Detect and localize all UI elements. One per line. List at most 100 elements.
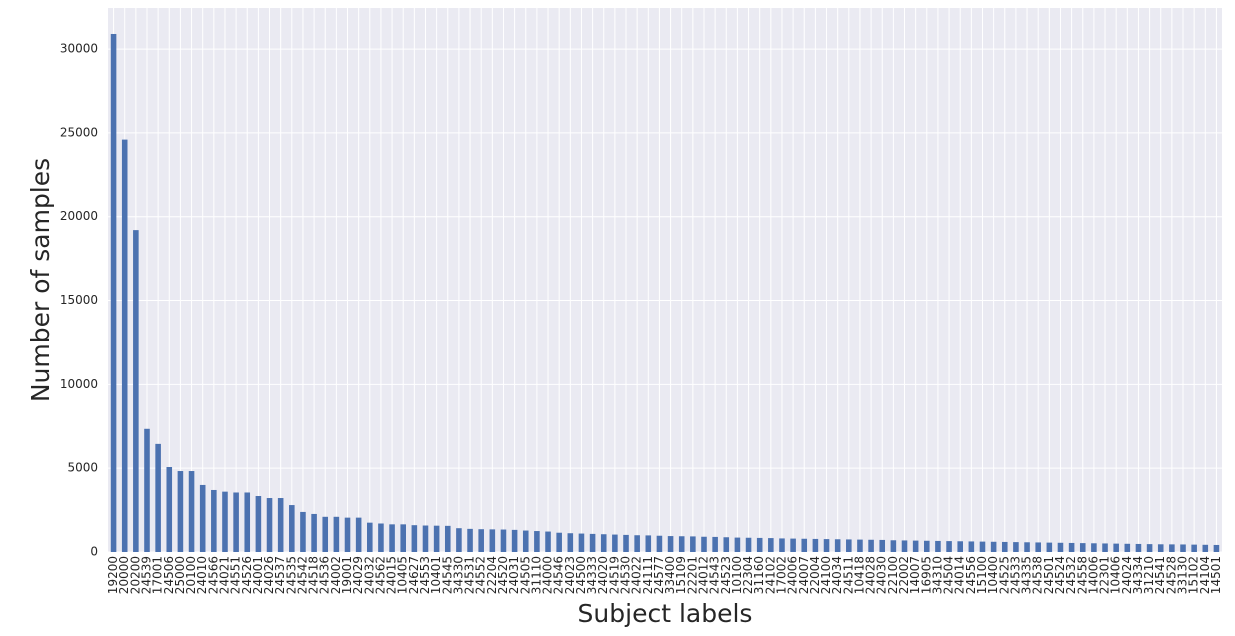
x-tick-label: 22002 [897,556,911,594]
bar [277,498,284,552]
x-tick-label: 24537 [273,556,287,594]
x-tick-label: 24525 [997,556,1011,594]
bar [344,517,351,552]
x-tick-label: 24102 [763,556,777,594]
bar [389,524,395,552]
x-tick-label: 24530 [619,556,633,594]
x-tick-label: 24022 [630,556,644,594]
x-tick-label: 24536 [318,556,332,594]
x-tick-label: 34334 [1131,556,1145,594]
x-tick-label: 24543 [708,556,722,594]
bar [467,528,473,552]
x-tick-label: 34333 [585,556,599,594]
x-tick-label: 24104 [1198,556,1212,594]
x-tick-label: 24524 [1053,556,1067,594]
x-tick-label: 24020 [596,556,610,594]
x-tick-label: 10401 [429,556,443,594]
bar [745,537,752,552]
y-tick-label: 20000 [60,209,98,223]
bar [1057,542,1064,552]
x-tick-label: 16905 [919,556,933,594]
bar [734,537,741,552]
bar [378,523,384,552]
x-tick-label: 24014 [953,556,967,594]
bar [857,539,863,552]
bar [957,541,963,552]
bar [411,525,418,552]
bar [233,492,239,552]
y-tick-label: 5000 [67,461,98,475]
bar [400,524,406,552]
bar [1001,541,1008,552]
bar [110,33,117,552]
x-tick-label: 24520 [496,556,510,594]
x-tick-label: 24006 [786,556,800,594]
x-tick-label: 24511 [841,556,855,594]
bar [1013,542,1019,552]
bar [244,492,251,552]
bar [645,535,652,552]
x-tick-label: 24002 [329,556,343,594]
x-tick-label: 24552 [474,556,488,594]
bar [1124,543,1131,552]
bar [266,498,273,552]
x-tick-label: 19001 [340,556,354,594]
x-tick-label: 24533 [1008,556,1022,594]
x-tick-label: 24551 [229,556,243,594]
x-tick-label: 10100 [730,556,744,594]
bar [1191,544,1197,552]
bar [1113,543,1119,552]
x-tick-label: 14501 [1209,556,1223,594]
x-tick-label: 20000 [117,556,131,594]
x-tick-label: 10400 [986,556,1000,594]
bar [868,539,874,552]
x-tick-label: 24010 [195,556,209,594]
x-tick-label: 19200 [106,556,120,594]
bar [879,539,886,552]
x-tick-label: 24031 [507,556,521,594]
bar [578,533,585,552]
x-tick-label: 24007 [797,556,811,594]
bar [567,533,574,552]
x-tick-label: 25000 [173,556,187,594]
x-tick-label: 24518 [307,556,321,594]
y-tick-label: 30000 [60,42,98,56]
x-tick-label: 24532 [1064,556,1078,594]
bar [935,540,941,552]
x-tick-label: 34330 [451,556,465,594]
bar [1046,542,1053,552]
bar [612,534,618,552]
x-tick-label: 31160 [752,556,766,594]
x-tick-label: 24000 [541,556,555,594]
bar [1024,542,1030,552]
x-tick-label: 22201 [685,556,699,594]
x-tick-label: 24566 [206,556,220,594]
x-tick-label: 14007 [908,556,922,594]
x-tick-label: 24032 [362,556,376,594]
bar [556,532,562,552]
x-tick-label: 24021 [217,556,231,594]
x-tick-label: 20200 [128,556,142,594]
bar [188,471,195,552]
bar [1102,543,1108,552]
bar [1135,543,1142,552]
x-tick-label: 22100 [886,556,900,594]
bar [924,540,930,552]
x-tick-label: 24553 [418,556,432,594]
bar [489,529,496,552]
bar [768,538,774,552]
x-tick-label: 24535 [284,556,298,594]
x-tick-label: 24577 [652,556,666,594]
x-tick-label: 24505 [518,556,532,594]
x-tick-label: 24506 [162,556,176,594]
bar [1068,542,1075,552]
bar [901,540,908,552]
x-tick-label: 24028 [864,556,878,594]
bar [155,443,161,552]
bar [545,531,551,552]
x-tick-label: 24526 [240,556,254,594]
x-tick-label: 15100 [975,556,989,594]
bar [846,539,852,552]
x-tick-label: 15102 [1187,556,1201,594]
